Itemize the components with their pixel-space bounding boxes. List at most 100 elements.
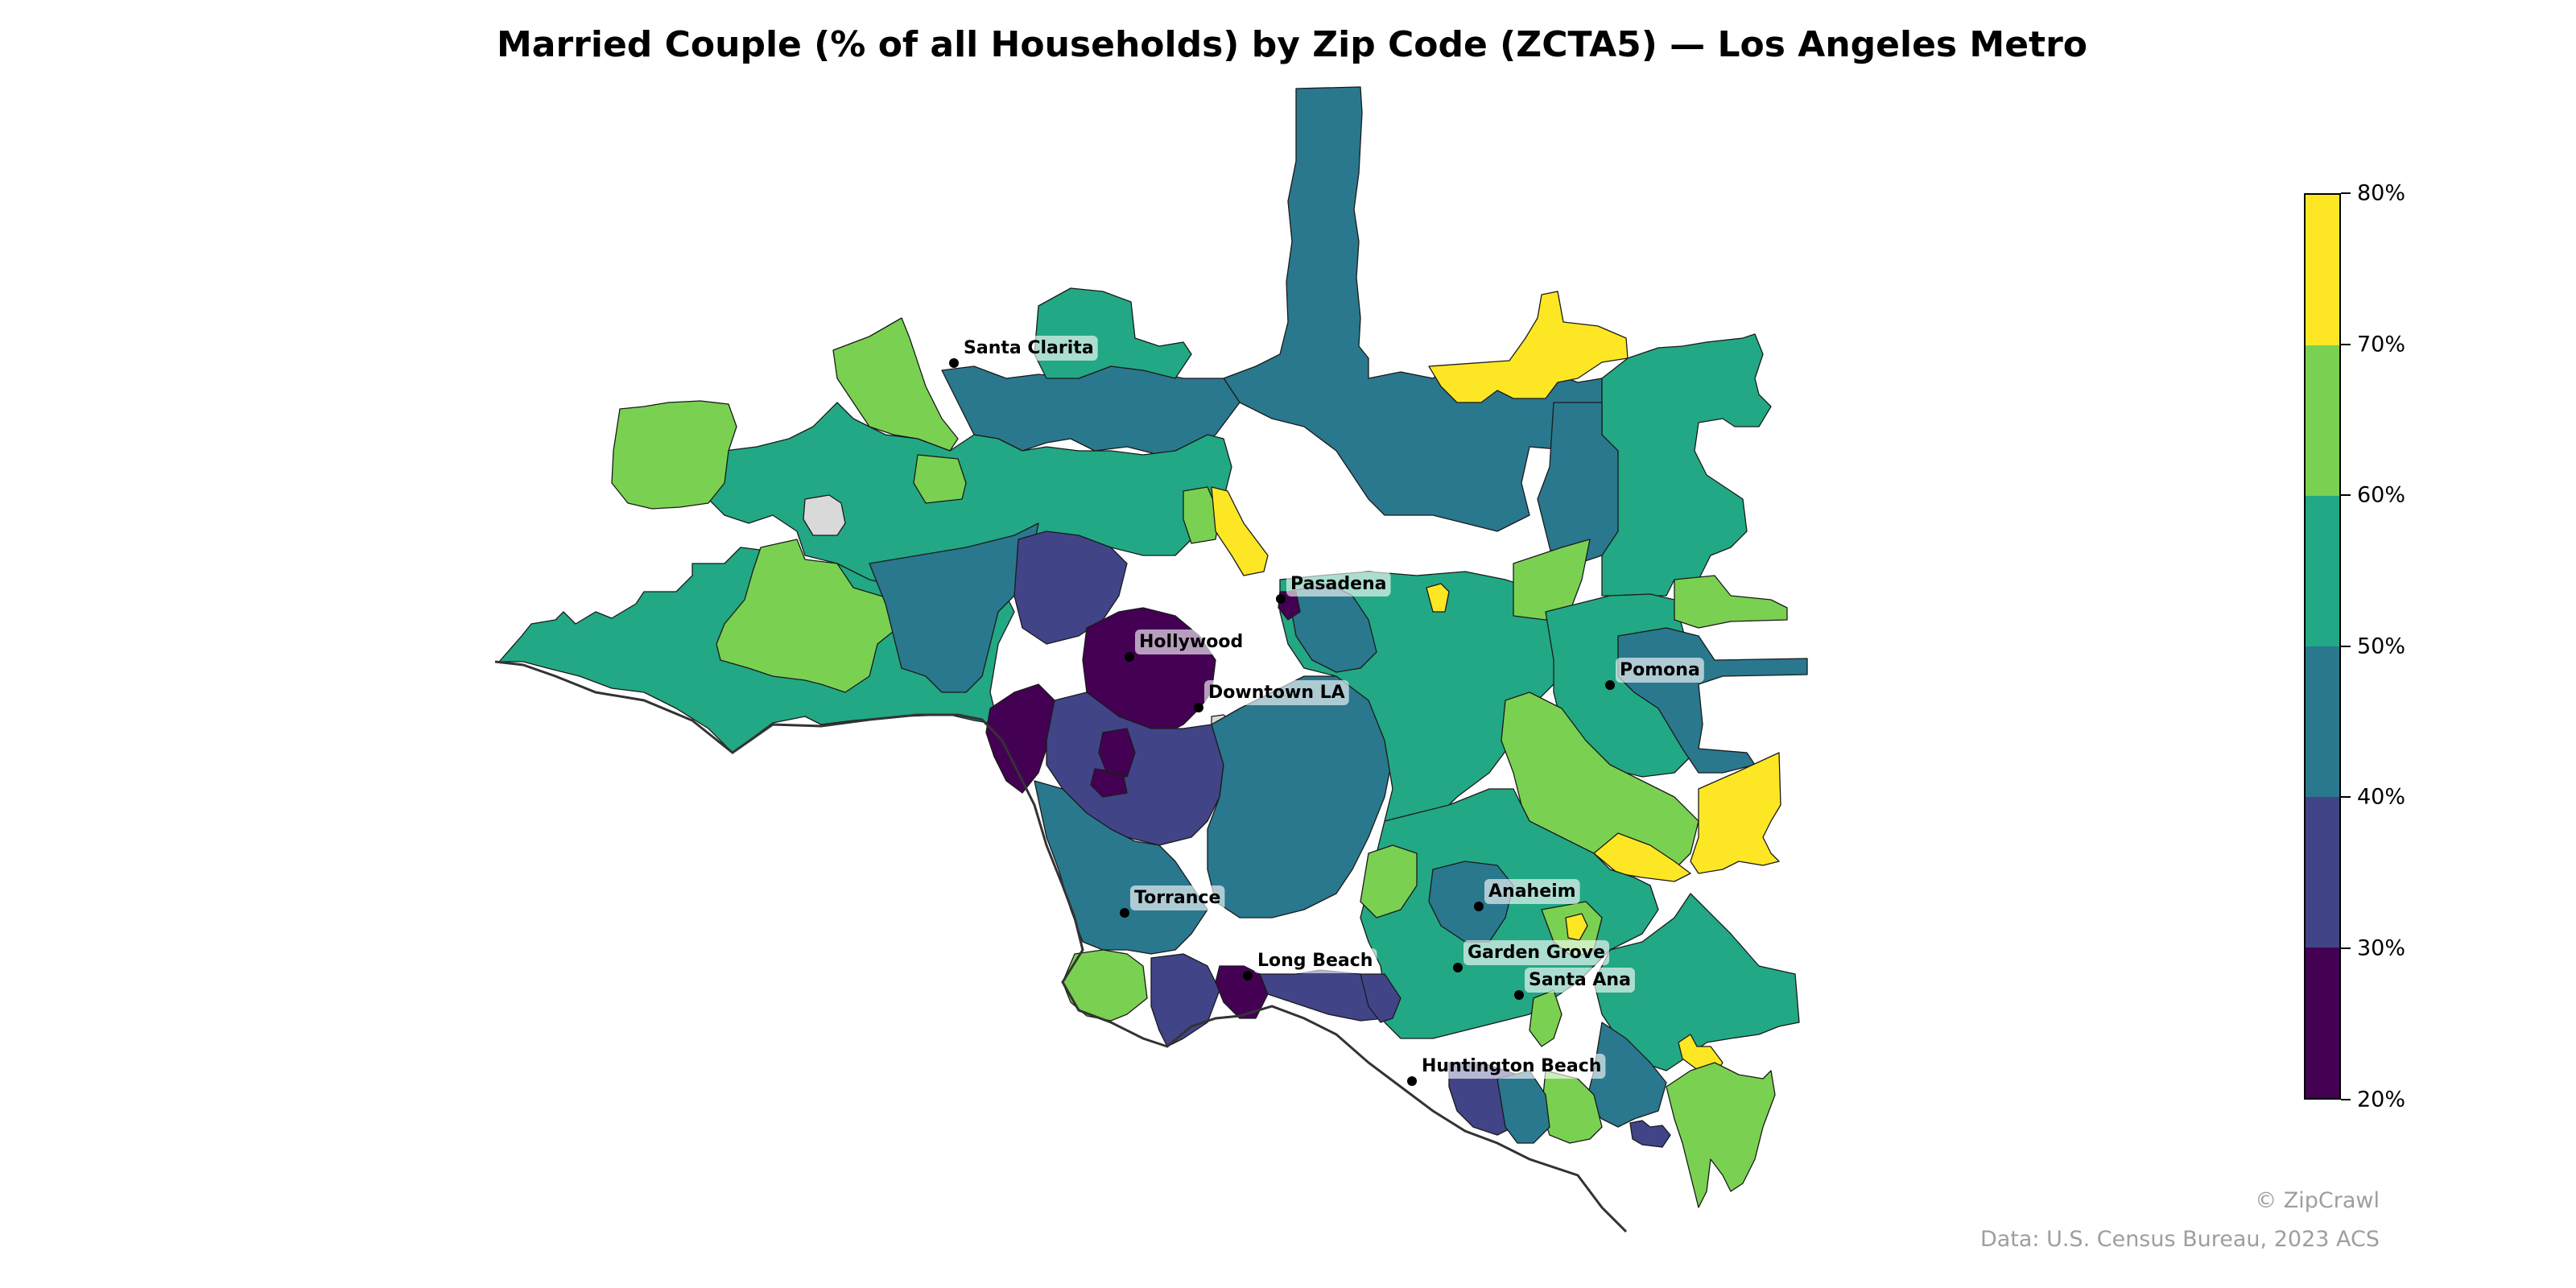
zip-region-chino-hills-yellow <box>1690 752 1781 874</box>
city-marker: Torrance <box>1120 886 1225 918</box>
city-marker: Pasadena <box>1276 572 1391 604</box>
zip-region-oc-yellow-sm <box>1565 913 1588 941</box>
colorbar-tick-label: 30% <box>2357 935 2406 961</box>
colorbar-tick-label: 50% <box>2357 634 2406 659</box>
credit-text: © ZipCrawl <box>2255 1188 2380 1213</box>
city-label: Hollywood <box>1139 632 1243 652</box>
colorbar-tick-mark <box>2341 192 2351 194</box>
city-label: Garden Grove <box>1468 943 1605 963</box>
city-label-box <box>1130 886 1225 910</box>
colorbar-tick-label: 40% <box>2357 784 2406 810</box>
zip-region-long-beach-core <box>1215 965 1269 1019</box>
colorbar-tick-label: 60% <box>2357 482 2406 508</box>
city-label: Long Beach <box>1257 951 1373 971</box>
colorbar-tick-mark <box>2341 646 2351 647</box>
city-label: Downtown LA <box>1208 683 1345 703</box>
zip-region-yellow-lacanada <box>1211 486 1269 576</box>
colorbar-bin <box>2306 646 2339 797</box>
city-label: Huntington Beach <box>1422 1056 1601 1076</box>
colorbar-tick-label: 80% <box>2357 180 2406 206</box>
colorbar-tick-label: 20% <box>2357 1087 2406 1113</box>
colorbar-tick-label: 70% <box>2357 332 2406 357</box>
city-label: Pasadena <box>1290 574 1387 594</box>
zip-region-palos-verdes <box>1062 949 1148 1022</box>
zip-region-valley-mid <box>869 522 1039 693</box>
city-dot-icon <box>1276 594 1286 604</box>
zip-region-lime-patch-1 <box>913 454 967 504</box>
colorbar-bin <box>2306 797 2339 947</box>
city-label: Santa Clarita <box>964 338 1094 358</box>
zip-region-west-lime <box>611 400 737 510</box>
city-label-box <box>1253 948 1377 973</box>
zip-region-nw-lime <box>832 317 959 452</box>
city-dot-icon <box>1474 902 1484 911</box>
zip-region-yellow-sm-1 <box>1426 583 1450 613</box>
zip-region-sc-teal <box>1034 287 1192 379</box>
zip-region-northeast <box>1601 333 1772 597</box>
colorbar-bin <box>2306 345 2339 496</box>
colorbar <box>2304 193 2341 1100</box>
colorbar-tick-mark <box>2341 344 2351 345</box>
city-label-box <box>1418 1054 1606 1079</box>
city-label-box <box>1484 879 1580 904</box>
zip-region-purple-valley <box>1013 530 1128 645</box>
city-label-box <box>960 336 1098 361</box>
city-label: Pomona <box>1620 660 1700 680</box>
data-source-text: Data: U.S. Census Bureau, 2023 ACS <box>1979 1227 2380 1252</box>
colorbar-bin <box>2306 195 2339 345</box>
zip-region-ne-teal2 <box>1537 402 1619 564</box>
city-label-box <box>1286 572 1391 597</box>
city-marker: Garden Grove <box>1453 940 1610 972</box>
city-dot-icon <box>1120 908 1129 918</box>
colorbar-bin <box>2306 496 2339 646</box>
city-label-box <box>1204 680 1349 705</box>
coastline <box>494 660 1628 1233</box>
colorbar-tick-mark <box>2341 796 2351 798</box>
city-dot-icon <box>1125 652 1134 662</box>
city-dot-icon <box>1514 990 1524 1000</box>
city-label-box <box>1135 630 1248 654</box>
city-label-box <box>1525 968 1635 993</box>
colorbar-bin <box>2306 947 2339 1098</box>
city-dot-icon <box>1605 680 1615 690</box>
zip-no-data-north <box>803 494 846 536</box>
city-label-box <box>1616 658 1704 683</box>
city-dot-icon <box>1243 971 1253 980</box>
city-dot-icon <box>1407 1076 1417 1086</box>
zip-polygons <box>498 86 1808 1208</box>
zip-region-south-la-dark <box>1090 728 1136 798</box>
city-marker: Pomona <box>1605 658 1704 690</box>
map-title: Married Couple (% of all Households) by … <box>496 24 2088 65</box>
city-marker: Santa Clarita <box>949 336 1098 368</box>
city-marker: Santa Ana <box>1514 968 1635 1000</box>
zip-region-east-lime <box>1513 539 1591 621</box>
zip-region-yellow-north <box>1428 291 1629 403</box>
zip-region-oc-interior-lime <box>1529 989 1563 1047</box>
colorbar-tick-mark <box>2341 1099 2351 1100</box>
city-marker: Anaheim <box>1474 879 1580 911</box>
city-dot-icon <box>949 358 959 368</box>
city-dot-icon <box>1453 963 1463 972</box>
colorbar-tick-mark <box>2341 494 2351 496</box>
zip-region-newport-purple <box>1629 1120 1671 1148</box>
city-label: Torrance <box>1134 888 1220 908</box>
city-label: Anaheim <box>1488 881 1576 902</box>
zip-region-westside-dark <box>985 683 1063 794</box>
zip-region-calabasas-lime <box>716 539 898 693</box>
colorbar-tick-mark <box>2341 947 2351 949</box>
city-label: Santa Ana <box>1529 970 1631 990</box>
zip-region-lime-patch-2 <box>1183 486 1220 544</box>
city-marker: Hollywood <box>1125 630 1248 662</box>
zip-region-oc-lime-1 <box>1360 844 1418 919</box>
city-dot-icon <box>1194 703 1203 712</box>
city-label-box <box>1463 940 1610 965</box>
city-marker: Downtown LA <box>1194 680 1349 712</box>
zip-region-south-oc-lime <box>1666 1062 1776 1208</box>
zip-region-south-la <box>1046 691 1224 846</box>
zip-region-seal-beach <box>1360 973 1402 1023</box>
city-markers: Santa Clarita Pasadena Hollywood Downtown L… <box>949 336 1704 1086</box>
zip-region-pomona-lime <box>1674 575 1788 629</box>
city-marker: Long Beach <box>1243 948 1377 980</box>
zip-region-huntington-teal <box>1496 1070 1550 1144</box>
